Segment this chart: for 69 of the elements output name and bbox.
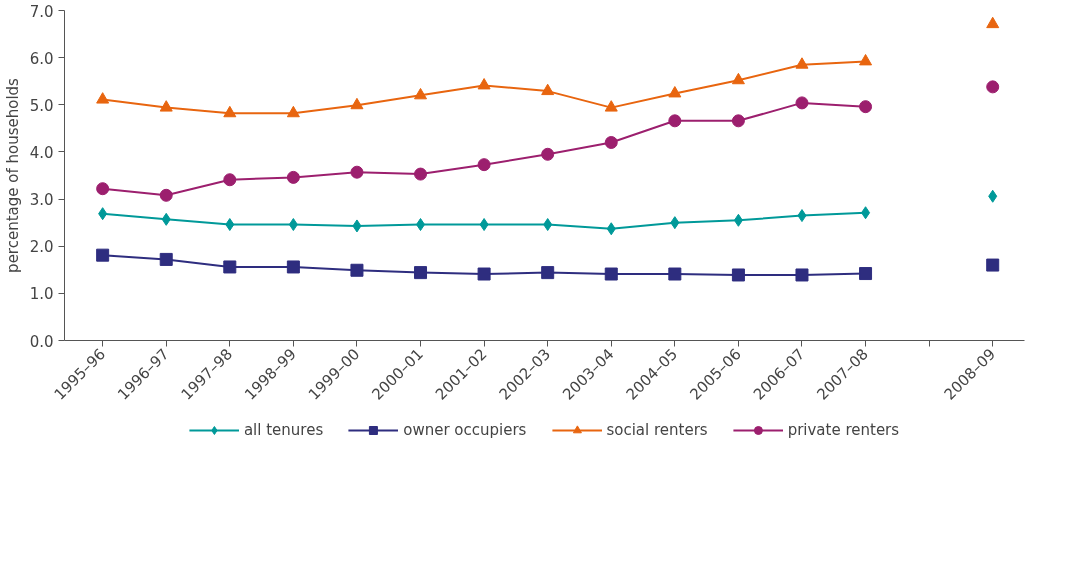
point xyxy=(733,213,743,227)
point xyxy=(288,218,298,232)
point xyxy=(350,165,364,179)
point xyxy=(479,218,489,232)
point xyxy=(350,263,364,277)
point xyxy=(159,252,173,266)
point xyxy=(543,218,553,232)
point xyxy=(986,16,1000,29)
y-tick-label: 3.0 xyxy=(29,191,54,210)
point xyxy=(286,105,300,118)
point xyxy=(731,268,745,282)
point xyxy=(541,147,555,161)
point xyxy=(861,206,871,220)
point xyxy=(986,80,1000,94)
point xyxy=(668,267,682,281)
point xyxy=(604,136,618,149)
point xyxy=(225,218,235,232)
point xyxy=(668,86,682,98)
point xyxy=(159,100,173,112)
y-tick-label: 2.0 xyxy=(29,238,54,257)
point xyxy=(731,72,745,85)
point xyxy=(416,218,426,232)
point xyxy=(414,167,428,181)
point xyxy=(414,87,428,100)
point xyxy=(859,53,873,66)
y-tick-label: 6.0 xyxy=(29,49,54,68)
point xyxy=(350,97,364,110)
y-tick-label: 1.0 xyxy=(29,285,54,304)
point xyxy=(541,266,555,280)
point xyxy=(606,222,616,236)
legend-label: all tenures xyxy=(243,421,324,439)
legend-label: social renters xyxy=(606,421,708,439)
point xyxy=(98,207,108,221)
point xyxy=(859,100,873,114)
point xyxy=(477,267,491,281)
point xyxy=(668,114,682,128)
point xyxy=(286,170,300,184)
point xyxy=(795,57,809,69)
point xyxy=(795,96,809,110)
point xyxy=(795,268,809,282)
point xyxy=(159,188,173,202)
point xyxy=(223,173,237,187)
point xyxy=(96,182,110,196)
point xyxy=(477,158,491,172)
point xyxy=(96,248,110,262)
y-tick-label: 4.0 xyxy=(29,143,54,162)
point xyxy=(988,189,998,203)
point xyxy=(96,92,110,104)
legend-label: owner occupiers xyxy=(403,421,527,439)
y-tick-label: 7.0 xyxy=(29,2,54,21)
point xyxy=(352,219,362,233)
y-tick-label: 5.0 xyxy=(29,96,54,115)
point xyxy=(541,83,555,96)
point xyxy=(797,209,807,223)
point xyxy=(604,100,618,112)
y-tick-label: 0.0 xyxy=(29,332,54,351)
point xyxy=(414,266,428,280)
point xyxy=(223,260,237,274)
point xyxy=(161,212,171,226)
point xyxy=(223,105,237,118)
point xyxy=(286,260,300,274)
y-axis-title: percentage of households xyxy=(3,77,22,273)
legend-label: private renters xyxy=(787,421,900,439)
point xyxy=(986,258,1000,272)
point xyxy=(859,267,873,281)
point xyxy=(477,78,491,90)
point xyxy=(731,114,745,128)
point xyxy=(604,267,618,281)
point xyxy=(670,216,680,230)
